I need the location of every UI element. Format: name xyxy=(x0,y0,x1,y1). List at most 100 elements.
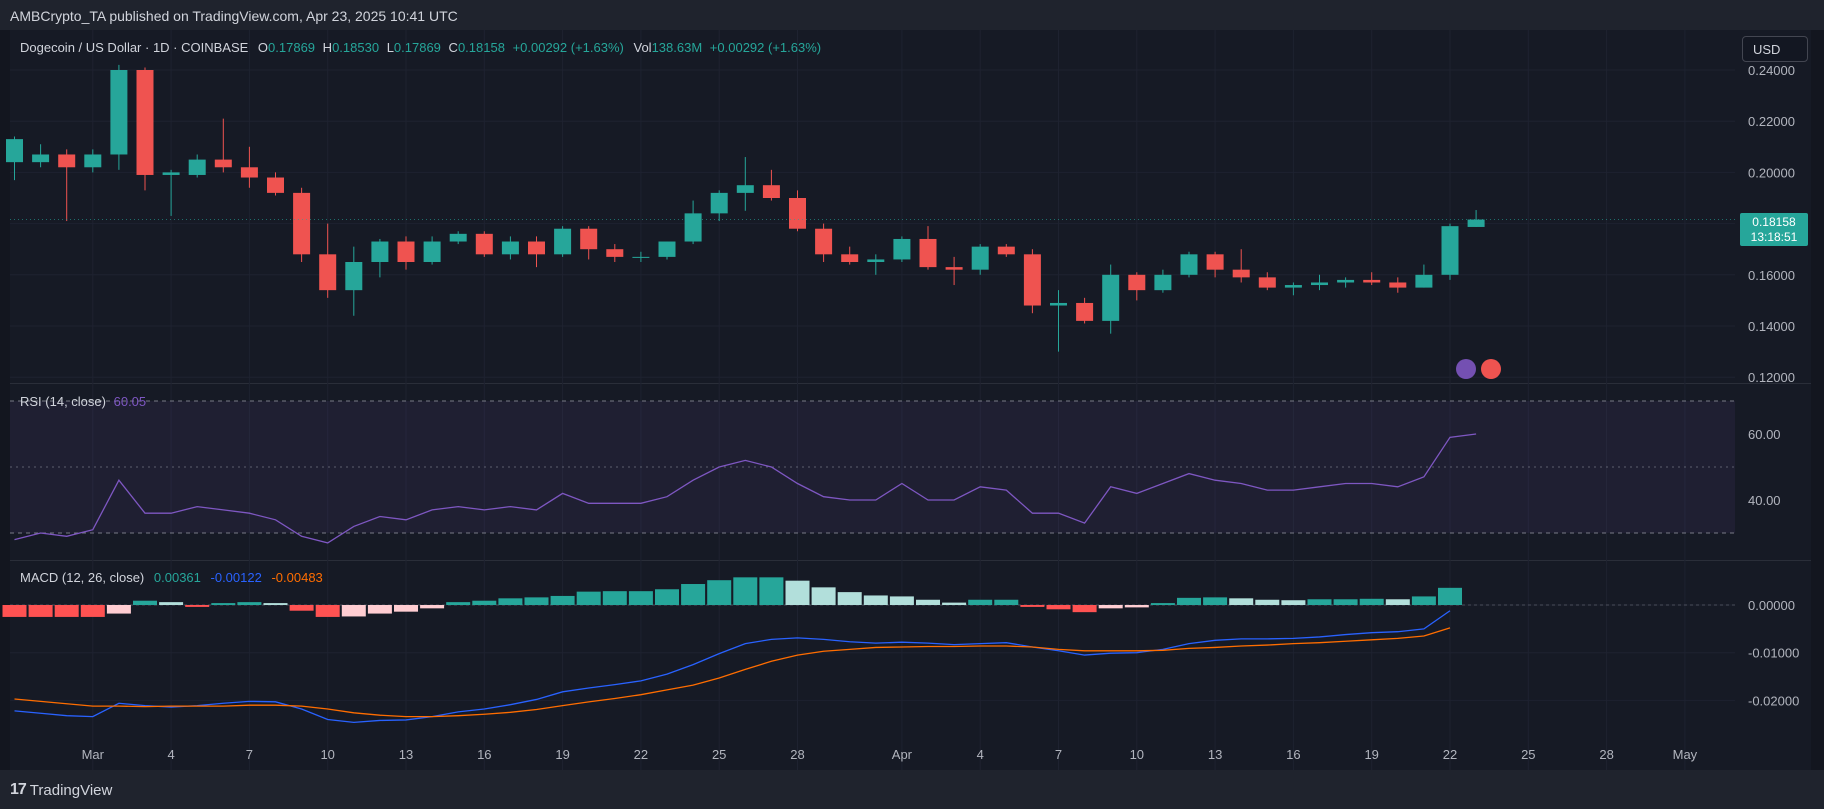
candle-body xyxy=(684,213,702,242)
macd-histogram-bar xyxy=(237,602,262,605)
macd-histogram-bar xyxy=(420,605,445,609)
close-value: 0.18158 xyxy=(457,40,505,55)
macd-signal-line xyxy=(14,627,1451,718)
candle-body xyxy=(815,228,833,255)
candle-body xyxy=(423,241,441,262)
macd-histogram-bar xyxy=(1359,598,1384,605)
event-lightning-icon xyxy=(1456,359,1476,379)
volume-change: +0.00292 (+1.63%) xyxy=(709,40,822,55)
macd-histogram-bar xyxy=(1150,603,1175,605)
macd-histogram-bar xyxy=(733,577,758,605)
candle-body xyxy=(58,154,76,168)
candle-body xyxy=(6,139,23,163)
price-tick-label: 0.14000 xyxy=(1748,319,1795,334)
macd-histogram-bar xyxy=(1281,600,1306,605)
low-value: 0.17869 xyxy=(393,40,441,55)
high-value: 0.18530 xyxy=(332,40,380,55)
x-tick-label: 10 xyxy=(1130,747,1144,762)
x-tick-label: May xyxy=(1673,747,1698,762)
x-tick-label: 28 xyxy=(790,747,804,762)
rsi-label[interactable]: RSI (14, close) xyxy=(20,394,106,409)
candle-body xyxy=(1206,254,1224,270)
candle-body xyxy=(188,159,206,175)
rsi-tick-label: 40.00 xyxy=(1748,493,1781,508)
macd-histogram-bar xyxy=(133,600,157,605)
x-tick-label: 22 xyxy=(1443,747,1457,762)
candle-body xyxy=(267,177,284,193)
candle-body xyxy=(554,228,572,255)
candle-body xyxy=(1363,279,1381,283)
x-tick-label: 25 xyxy=(712,747,726,762)
candle-body xyxy=(1441,226,1459,275)
open-label: O xyxy=(257,40,269,55)
x-tick-label: 13 xyxy=(1208,747,1222,762)
change-value: +0.00292 (+1.63%) xyxy=(512,40,624,55)
candle-countdown: 13:18:51 xyxy=(1750,230,1798,244)
symbol-title[interactable]: Dogecoin / US Dollar · 1D · COINBASE xyxy=(20,40,249,55)
x-tick-label: 16 xyxy=(1286,747,1300,762)
macd-histogram-bar xyxy=(837,592,862,605)
tradingview-logo[interactable]: 17 TradingView xyxy=(10,781,112,799)
high-label: H xyxy=(322,40,333,55)
candle-body xyxy=(110,70,128,155)
x-tick-label: Mar xyxy=(82,747,105,762)
candle-body xyxy=(606,249,624,257)
macd-histogram-bar xyxy=(994,599,1019,605)
macd-histogram-bar xyxy=(315,605,340,617)
x-tick-label: 22 xyxy=(634,747,648,762)
publish-info: AMBCrypto_TA published on TradingView.co… xyxy=(10,8,458,24)
macd-histogram-bar xyxy=(367,605,392,614)
x-tick-label: 25 xyxy=(1521,747,1535,762)
x-tick-label: 4 xyxy=(167,747,174,762)
currency-button[interactable]: USD xyxy=(1742,36,1808,62)
open-value: 0.17869 xyxy=(268,40,316,55)
rsi-value: 60.05 xyxy=(113,394,147,409)
candle-body xyxy=(136,70,154,175)
candle-body xyxy=(867,259,885,262)
macd-histogram-bar xyxy=(211,603,236,605)
macd-histogram-bar xyxy=(185,605,210,607)
macd-histogram-bar xyxy=(1411,596,1436,605)
macd-histogram-bar xyxy=(1255,599,1280,605)
macd-histogram-bar xyxy=(942,602,967,605)
price-tick-label: 0.20000 xyxy=(1748,165,1795,180)
candle-body xyxy=(501,241,519,255)
candle-body xyxy=(1232,269,1250,278)
rsi-line xyxy=(14,433,1477,544)
macd-tick-label: -0.01000 xyxy=(1748,646,1799,661)
macd-histogram-bar xyxy=(1203,597,1228,605)
macd-label[interactable]: MACD (12, 26, close) xyxy=(20,570,145,585)
candle-body xyxy=(1102,274,1120,321)
candle-body xyxy=(736,185,754,193)
price-tick-label: 0.12000 xyxy=(1748,370,1795,385)
macd-histogram-bar xyxy=(628,591,653,605)
candle-body xyxy=(319,254,337,291)
macd-histogram-bar xyxy=(655,589,679,605)
macd-line xyxy=(14,610,1451,723)
price-tick-label: 0.22000 xyxy=(1748,114,1795,129)
candle-body xyxy=(397,241,415,262)
x-tick-label: 19 xyxy=(555,747,569,762)
macd-histogram-bar xyxy=(681,584,706,605)
macd-histogram-bar xyxy=(2,605,27,617)
macd-histogram-bar xyxy=(1072,605,1097,613)
macd-histogram-bar xyxy=(80,605,105,617)
price-tick-label: 0.24000 xyxy=(1748,63,1795,78)
x-tick-label: 19 xyxy=(1364,747,1378,762)
candle-body xyxy=(162,172,180,175)
candle-body xyxy=(789,198,806,229)
tv-logo-icon: 17 xyxy=(10,781,27,798)
candle-body xyxy=(475,233,493,255)
macd-histogram-bar xyxy=(602,591,627,605)
candle-body xyxy=(449,233,467,242)
macd-histogram-bar xyxy=(28,605,53,617)
candle-body xyxy=(32,154,50,163)
macd-histogram-bar xyxy=(1046,605,1071,610)
candle-body xyxy=(293,192,311,255)
last-price-tag: 0.18158 13:18:51 xyxy=(1740,213,1808,246)
macd-histogram-bar xyxy=(1438,587,1462,605)
bottom-bar xyxy=(0,770,1824,809)
macd-histogram-bar xyxy=(889,596,914,605)
macd-line-value: -0.00122 xyxy=(210,570,262,585)
